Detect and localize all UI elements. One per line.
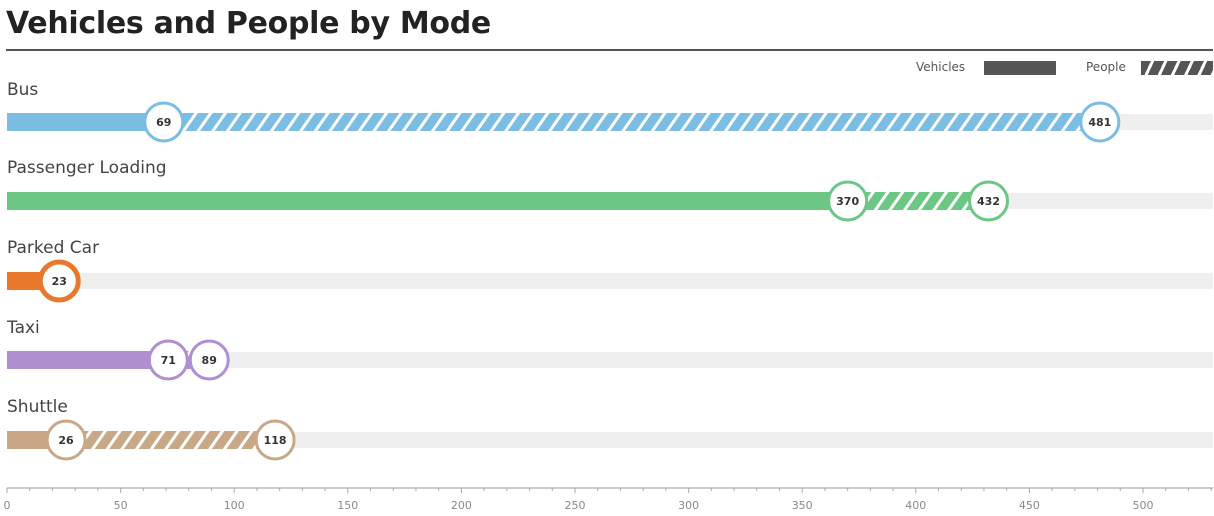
x-tick-label-450: 450 — [1019, 499, 1040, 512]
value-label-vehicles-parked-car: 23 — [52, 275, 67, 288]
x-tick-label-400: 400 — [905, 499, 926, 512]
category-label-shuttle: Shuttle — [7, 397, 68, 417]
title-rule — [6, 49, 1213, 51]
marker-people-passenger-loading — [968, 180, 1010, 222]
x-tick-label-200: 200 — [451, 499, 472, 512]
bar-people-shuttle — [66, 431, 276, 449]
x-tick-label-250: 250 — [565, 499, 586, 512]
x-tick-label-50: 50 — [114, 499, 128, 512]
value-label-vehicles-shuttle: 26 — [58, 434, 74, 447]
marker-vehicles-parked-car — [37, 259, 81, 303]
category-label-parked-car: Parked Car — [7, 238, 100, 258]
category-label-taxi: Taxi — [7, 318, 40, 338]
marker-vehicles-shuttle — [45, 419, 87, 461]
marker-people-bus — [1079, 101, 1121, 143]
value-label-vehicles-taxi: 71 — [161, 354, 176, 367]
bar-people-passenger-loading — [847, 192, 989, 210]
marker-vehicles-bus — [143, 101, 185, 143]
x-tick-label-350: 350 — [792, 499, 813, 512]
bar-people-bus — [163, 113, 1100, 131]
value-label-people-taxi: 89 — [202, 354, 217, 367]
bar-vehicles-taxi — [7, 351, 169, 369]
marker-people-shuttle — [254, 419, 296, 461]
x-tick-label-150: 150 — [337, 499, 358, 512]
legend-label-people: People — [1086, 60, 1126, 74]
marker-vehicles-taxi — [147, 339, 189, 381]
track-parked-car — [7, 273, 1213, 289]
chart-title: Vehicles and People by Mode — [6, 6, 491, 41]
x-tick-label-300: 300 — [678, 499, 699, 512]
marker-people-taxi — [188, 339, 230, 381]
bar-vehicles-bus — [7, 113, 164, 131]
x-tick-label-100: 100 — [224, 499, 245, 512]
value-label-people-passenger-loading: 432 — [977, 195, 1000, 208]
category-label-passenger-loading: Passenger Loading — [7, 158, 167, 178]
value-label-people-shuttle: 118 — [264, 434, 287, 447]
legend-swatch-vehicles — [984, 61, 1056, 75]
marker-vehicles-passenger-loading — [827, 180, 869, 222]
category-label-bus: Bus — [7, 80, 39, 100]
value-label-vehicles-passenger-loading: 370 — [836, 195, 859, 208]
bar-vehicles-passenger-loading — [7, 192, 848, 210]
track-taxi — [7, 352, 1213, 368]
legend-swatch-people — [1141, 61, 1213, 75]
value-label-vehicles-bus: 69 — [156, 116, 171, 129]
x-tick-label-500: 500 — [1133, 499, 1154, 512]
track-shuttle — [7, 432, 1213, 448]
legend-label-vehicles: Vehicles — [916, 60, 966, 74]
x-tick-label-0: 0 — [4, 499, 11, 512]
value-label-people-bus: 481 — [1088, 116, 1111, 129]
